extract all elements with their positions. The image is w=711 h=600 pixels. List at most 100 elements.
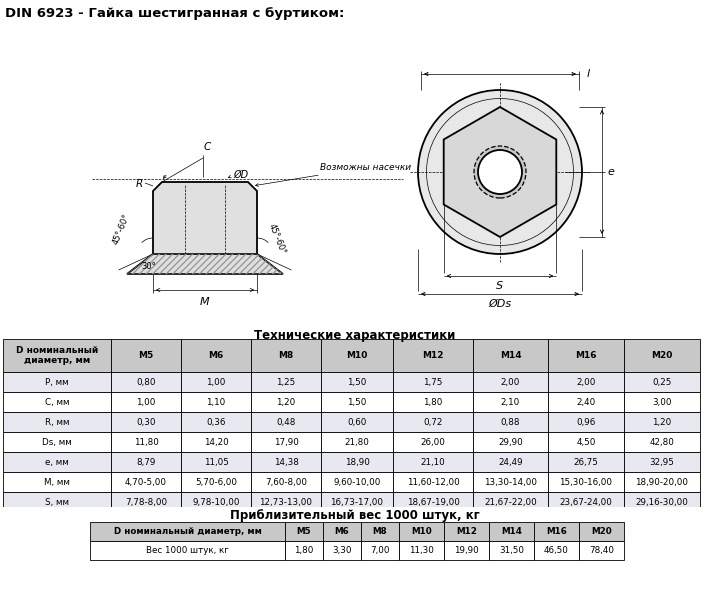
Bar [323,522,361,541]
Text: М20: М20 [591,527,612,536]
Bar [321,432,393,452]
Text: D номинальный диаметр, мм: D номинальный диаметр, мм [114,527,262,536]
Circle shape [474,146,526,198]
Text: 1,10: 1,10 [206,397,225,407]
Text: e: e [607,167,614,177]
Bar [624,492,700,512]
Text: Приблизительный вес 1000 штук, кг: Приблизительный вес 1000 штук, кг [230,509,480,522]
Bar [534,522,579,541]
Bar [548,472,624,492]
Bar [321,472,393,492]
Text: 14,38: 14,38 [274,457,299,467]
Text: 32,95: 32,95 [650,457,675,467]
Text: 0,60: 0,60 [347,418,367,427]
Text: Ds, мм: Ds, мм [42,437,72,446]
Polygon shape [127,254,283,274]
Bar [624,372,700,392]
Bar [624,432,700,452]
Text: 7,60-8,00: 7,60-8,00 [265,478,307,487]
Text: 7,00: 7,00 [370,546,390,555]
Text: 2,10: 2,10 [501,397,520,407]
Bar [624,452,700,472]
Bar [251,392,321,412]
Text: 2,00: 2,00 [501,377,520,386]
Text: 1,00: 1,00 [137,397,156,407]
Text: 14,20: 14,20 [203,437,228,446]
Bar [90,541,285,560]
Bar [3,452,111,472]
Bar [489,522,534,541]
Bar [473,392,548,412]
Text: C: C [203,142,210,152]
Bar [181,492,251,512]
Text: М10: М10 [411,527,432,536]
Text: 1,50: 1,50 [347,397,367,407]
Bar [3,372,111,392]
Text: 0,48: 0,48 [277,418,296,427]
Text: 4,70-5,00: 4,70-5,00 [125,478,167,487]
Text: 2,40: 2,40 [577,397,596,407]
Text: 0,36: 0,36 [206,418,225,427]
Bar [251,372,321,392]
Bar [473,432,548,452]
Text: М8: М8 [373,527,387,536]
Bar [624,472,700,492]
Bar [3,472,111,492]
Bar [473,472,548,492]
Bar [321,412,393,432]
Text: Возможны насечки: Возможны насечки [255,163,411,187]
Bar [444,522,489,541]
Text: S: S [496,281,503,291]
Bar [111,472,181,492]
Text: М8: М8 [279,351,294,360]
Bar [111,432,181,452]
Text: М16: М16 [546,527,567,536]
Bar [393,412,473,432]
Text: 7,78-8,00: 7,78-8,00 [125,497,167,506]
Text: 21,67-22,00: 21,67-22,00 [484,497,537,506]
Text: 21,10: 21,10 [421,457,445,467]
Bar [444,541,489,560]
Text: М5: М5 [296,527,311,536]
Bar [3,392,111,412]
Text: 23,67-24,00: 23,67-24,00 [560,497,612,506]
Bar [393,372,473,392]
Bar [534,541,579,560]
Text: 11,05: 11,05 [203,457,228,467]
Bar [181,372,251,392]
Bar [548,492,624,512]
Polygon shape [153,182,257,254]
Bar [181,472,251,492]
Text: S, мм: S, мм [45,497,69,506]
Text: М6: М6 [208,351,224,360]
Text: R, мм: R, мм [45,418,69,427]
Text: DIN 6923 - Гайка шестигранная с буртиком:: DIN 6923 - Гайка шестигранная с буртиком… [5,7,344,20]
Text: 17,90: 17,90 [274,437,299,446]
Text: 45°-60°: 45°-60° [111,212,132,245]
Text: l: l [587,69,590,79]
Bar [624,339,700,372]
Bar [399,522,444,541]
Text: 1,20: 1,20 [277,397,296,407]
Bar [251,472,321,492]
Bar [321,392,393,412]
Bar [251,412,321,432]
Bar [473,339,548,372]
Text: 9,60-10,00: 9,60-10,00 [333,478,380,487]
Text: 1,00: 1,00 [206,377,225,386]
Bar [548,392,624,412]
Bar [548,372,624,392]
Text: 19,90: 19,90 [454,546,479,555]
Bar [399,541,444,560]
Text: ØDs: ØDs [488,299,511,309]
Bar [579,522,624,541]
Text: 5,70-6,00: 5,70-6,00 [195,478,237,487]
Text: М16: М16 [575,351,597,360]
Text: 30°: 30° [141,262,156,271]
Text: 1,50: 1,50 [347,377,367,386]
Text: М10: М10 [346,351,368,360]
Text: 16,73-17,00: 16,73-17,00 [331,497,383,506]
Bar [361,522,399,541]
Text: 3,00: 3,00 [652,397,672,407]
Bar [111,339,181,372]
